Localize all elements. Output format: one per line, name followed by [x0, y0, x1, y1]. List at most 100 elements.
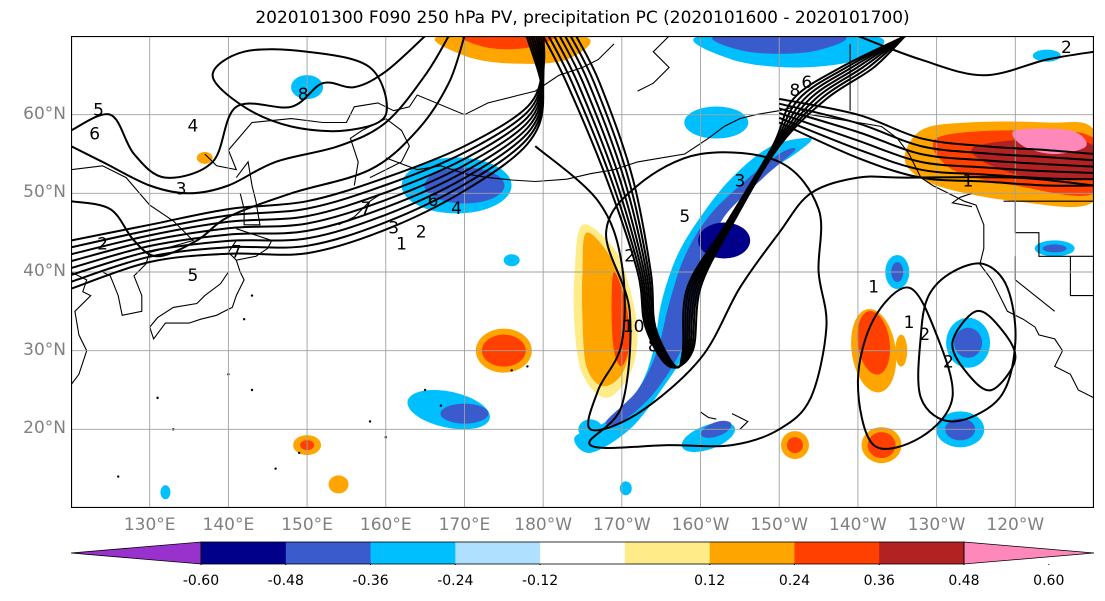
- contour-label: 2: [943, 352, 954, 372]
- pv-contour-nw-4: [71, 36, 426, 179]
- trough-contour: [569, 36, 906, 369]
- graticule: [71, 36, 1094, 508]
- coastline-segment: [700, 411, 717, 420]
- contour-label: 5: [93, 101, 104, 121]
- colorbar-tick-label: 0.12: [694, 573, 726, 589]
- contour-label: 7: [361, 199, 372, 219]
- contour-label-backdrop: [679, 209, 690, 225]
- colorbar-tick-label: -0.36: [352, 573, 389, 589]
- contour-label-backdrop: [943, 354, 954, 370]
- jet-contour: [71, 36, 545, 249]
- longitude-label: 120°W: [986, 515, 1045, 535]
- positive-band-red: [611, 271, 630, 367]
- contour-label-backdrop: [919, 327, 930, 343]
- contour-label: 6: [89, 124, 100, 144]
- colorbar-tick-label: -0.60: [182, 573, 220, 589]
- coastline-segment: [349, 117, 411, 186]
- longitude-label: 140°E: [202, 515, 255, 535]
- colorbar-tick-label: 0.48: [948, 573, 980, 589]
- coastline-segment: [385, 157, 662, 183]
- colorbar-tick-label: 0.60: [1033, 573, 1065, 589]
- contour-label-backdrop: [416, 225, 427, 241]
- colorbar-tick-label: -0.24: [437, 573, 474, 589]
- contour-label: 6: [428, 191, 439, 211]
- colorbar: [71, 541, 1094, 565]
- ne-contour: [778, 121, 1094, 187]
- contour-label: 5: [679, 207, 690, 227]
- island-dot: [423, 388, 427, 392]
- coastline-segment: [204, 43, 615, 171]
- ne-contour: [778, 112, 1094, 174]
- contour-label-backdrop: [1061, 40, 1072, 56]
- contour-label-backdrop: [789, 83, 800, 99]
- contour-label: 3: [176, 179, 187, 199]
- latitude-label: 30°N: [23, 339, 66, 360]
- map-frame: [71, 36, 1094, 508]
- coastline-segment: [951, 192, 973, 208]
- jet-contour: [71, 36, 545, 270]
- island-dot: [274, 467, 277, 470]
- longitude-label: 130°E: [123, 515, 176, 535]
- contour-label-backdrop: [451, 201, 462, 217]
- contour-label: 8: [790, 81, 801, 101]
- contour-label-backdrop: [231, 244, 242, 260]
- contour-label-backdrop: [904, 315, 915, 331]
- blob-cyan-tiny: [619, 481, 632, 496]
- contour-label-backdrop: [624, 248, 635, 264]
- contour-label: 1: [868, 278, 879, 298]
- pv-contour-east-outer: [917, 262, 1017, 423]
- trough-contour: [564, 36, 906, 369]
- pv-contour-nw-2: [71, 36, 466, 258]
- blob-red-hawaii: [786, 437, 803, 454]
- contour-label: 2: [1061, 38, 1072, 58]
- contour-label-backdrop: [868, 280, 879, 296]
- contour-label-backdrop: [427, 193, 438, 209]
- contour-label: 4: [188, 116, 199, 136]
- longitude-label: 140°W: [829, 515, 887, 535]
- colorbar-tick-label: -0.48: [267, 573, 304, 589]
- contour-label: 8: [648, 337, 659, 357]
- contour-label: 7: [231, 242, 242, 262]
- contour-label: 1: [904, 313, 915, 333]
- colorbar-segment: [794, 542, 880, 564]
- pv-contour-nw-3: [71, 36, 450, 195]
- blob-orange-okhotsk: [196, 151, 213, 164]
- contour-label-backdrop: [187, 268, 198, 284]
- state-border: [1069, 256, 1094, 297]
- island-dot: [250, 388, 254, 392]
- jet-contour: [71, 36, 545, 290]
- island-dot: [510, 369, 513, 372]
- contour-label-backdrop: [648, 339, 659, 355]
- colorbar-segment: [709, 542, 795, 564]
- pv-contours: [71, 36, 1094, 450]
- island-dot: [368, 420, 372, 423]
- ne-contour: [778, 102, 1094, 162]
- contour-label-backdrop: [187, 118, 198, 134]
- pv-contour-east-1: [856, 286, 954, 450]
- pv-contour-1: [588, 151, 828, 449]
- contour-label-backdrop: [623, 319, 645, 335]
- contour-label: 8: [298, 85, 309, 105]
- colorbar-min-extension: [71, 541, 202, 565]
- coastline-segment: [149, 260, 245, 341]
- colorbar-segment: [370, 542, 456, 564]
- contour-label-backdrop: [963, 174, 974, 190]
- latitude-label: 50°N: [23, 182, 66, 203]
- coastline-segment: [71, 165, 195, 316]
- trough-contour: [553, 36, 906, 369]
- longitude-label: 150°W: [750, 515, 809, 535]
- contour-label: 2: [416, 223, 427, 243]
- longitude-label: 160°W: [671, 515, 730, 535]
- contour-label-backdrop: [97, 236, 108, 252]
- jet-contour: [71, 36, 545, 283]
- ne-contour-top: [857, 36, 1094, 77]
- blob-blue-coast: [1042, 244, 1067, 253]
- contour-label: 10: [623, 317, 645, 337]
- colorbar-segment: [285, 542, 372, 564]
- island-dot: [117, 475, 120, 478]
- contour-label: 4: [451, 199, 462, 219]
- coastline-segment: [71, 271, 92, 386]
- longitude-label: 160°E: [359, 515, 412, 535]
- coastline-segment: [637, 36, 670, 92]
- colorbar-tick-label: -0.12: [521, 573, 559, 589]
